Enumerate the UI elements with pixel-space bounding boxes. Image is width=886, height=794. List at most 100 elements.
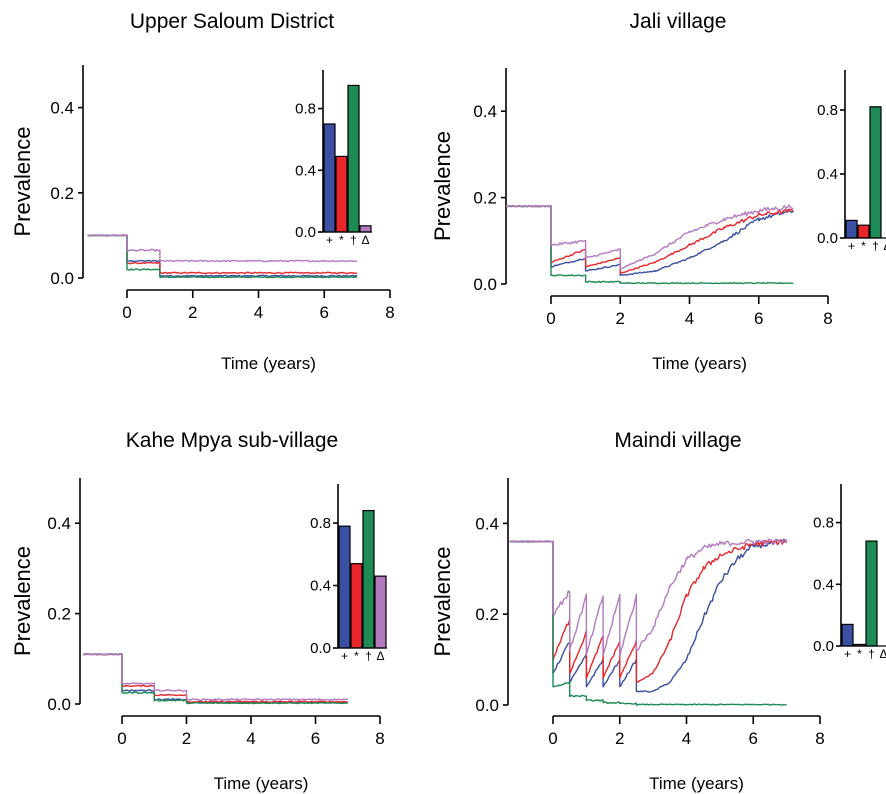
chart-title: Jali village [630, 10, 727, 33]
series-line-blue [83, 653, 348, 704]
series-line-red [509, 539, 788, 683]
inset-bar-blue [841, 623, 854, 647]
inset-bar-purple [374, 575, 387, 649]
inset-y-tick-label: 0.4 [310, 578, 331, 595]
inset-category-label: Δ [361, 233, 369, 247]
y-tick-label: 0.0 [47, 695, 71, 714]
x-tick-label: 2 [188, 303, 197, 322]
y-tick-label: 0.2 [473, 189, 497, 208]
series-line-purple [87, 234, 358, 263]
series-line-purple [505, 204, 794, 270]
inset-y-tick-label: 0.8 [813, 515, 834, 532]
inset-category-label: † [365, 649, 372, 663]
inset-category-label: + [848, 239, 855, 253]
chart-title: Kahe Mpya sub-village [126, 429, 338, 452]
series-line-blue [505, 205, 794, 277]
series-line-red [83, 653, 348, 704]
inset-category-label: † [872, 239, 879, 253]
series-line-blue [509, 538, 788, 693]
inset-y-tick-label: 0.8 [817, 102, 838, 119]
inset-y-tick-label: 0.0 [295, 224, 316, 241]
inset-bar-blue [338, 525, 351, 649]
chart-title: Maindi village [614, 429, 741, 452]
inset-bar-chart: 0.0 0.4 0.8 + * † Δ [813, 484, 886, 661]
x-tick-label: 4 [682, 729, 691, 748]
x-tick-label: 4 [254, 303, 263, 322]
x-tick-label: 8 [385, 303, 394, 322]
x-tick-label: 8 [815, 729, 824, 748]
inset-bar-red [335, 155, 348, 233]
y-axis-label: Prevalence [10, 126, 35, 236]
inset-y-tick-label: 0.8 [295, 101, 316, 118]
y-tick-label: 0.4 [475, 514, 499, 533]
y-axis-label: Prevalence [430, 131, 455, 241]
series-line-green [87, 234, 358, 279]
y-tick-label: 0.4 [47, 514, 71, 533]
inset-category-label: * [857, 647, 862, 661]
inset-bar-red [857, 224, 870, 239]
inset-bar-blue [323, 123, 336, 233]
inset-y-tick-label: 0.4 [817, 166, 838, 183]
inset-bar-chart: 0.0 0.4 0.8 + * † Δ [817, 70, 886, 253]
series-line-green [505, 205, 794, 285]
chart-title: Upper Saloum District [130, 10, 334, 33]
x-tick-label: 2 [182, 729, 191, 748]
series-line-purple [83, 653, 348, 701]
inset-bar-purple [359, 225, 372, 233]
y-tick-label: 0.4 [50, 99, 74, 118]
inset-bar-chart: 0.0 0.4 0.8 + * † Δ [295, 70, 372, 247]
x-tick-label: 6 [311, 729, 320, 748]
x-tick-label: 8 [375, 729, 384, 748]
inset-category-label: Δ [883, 239, 886, 253]
inset-bar-green [362, 509, 375, 649]
panel-4: Maindi village 0.0 0.2 0.4 Prevalence 0 2 4 6 8 Ti… [430, 429, 886, 793]
inset-bar-green [865, 540, 878, 647]
x-axis-label: Time (years) [221, 354, 316, 373]
inset-category-label: * [861, 239, 866, 253]
x-axis-label: Time (years) [652, 354, 747, 373]
x-tick-label: 0 [122, 303, 131, 322]
inset-y-tick-label: 0.0 [310, 640, 331, 657]
inset-category-label: + [844, 647, 851, 661]
inset-category-label: + [341, 649, 348, 663]
y-tick-label: 0.4 [473, 102, 497, 121]
y-tick-label: 0.0 [473, 275, 497, 294]
x-tick-label: 8 [823, 309, 832, 328]
x-tick-label: 0 [546, 309, 555, 328]
series-line-red [87, 234, 358, 275]
inset-bar-green [869, 106, 882, 239]
inset-y-tick-label: 0.0 [813, 638, 834, 655]
y-tick-label: 0.2 [475, 605, 499, 624]
inset-bar-chart: 0.0 0.4 0.8 + * † Δ [310, 484, 387, 663]
inset-bar-red [350, 563, 363, 649]
series-line-green [509, 540, 787, 706]
inset-category-label: Δ [879, 647, 886, 661]
x-tick-label: 4 [246, 729, 255, 748]
series-line-green [83, 653, 348, 705]
y-tick-label: 0.2 [47, 605, 71, 624]
x-tick-label: 2 [615, 729, 624, 748]
inset-category-label: Δ [376, 649, 384, 663]
x-tick-label: 6 [749, 729, 758, 748]
x-tick-label: 6 [754, 309, 763, 328]
inset-y-tick-label: 0.4 [813, 576, 834, 593]
series-line-red [505, 205, 794, 274]
panel-1: Upper Saloum District 0.0 0.2 0.4 Prevalence… [10, 10, 395, 373]
x-tick-label: 6 [320, 303, 329, 322]
y-tick-label: 0.2 [50, 184, 74, 203]
panel-2: Jali village 0.0 0.2 0.4 Prevalence 0 2 4 6 8 Time… [430, 10, 886, 373]
x-axis-label: Time (years) [649, 774, 744, 793]
inset-category-label: † [868, 647, 875, 661]
x-tick-label: 0 [548, 729, 557, 748]
inset-category-label: † [350, 233, 357, 247]
y-tick-label: 0.0 [475, 696, 499, 715]
x-tick-label: 4 [685, 309, 694, 328]
x-tick-label: 2 [616, 309, 625, 328]
y-axis-label: Prevalence [10, 546, 35, 656]
series-line-blue [87, 234, 358, 278]
inset-category-label: * [354, 649, 359, 663]
y-tick-label: 0.0 [50, 269, 74, 288]
x-tick-label: 0 [117, 729, 126, 748]
inset-bar-blue [845, 219, 858, 239]
